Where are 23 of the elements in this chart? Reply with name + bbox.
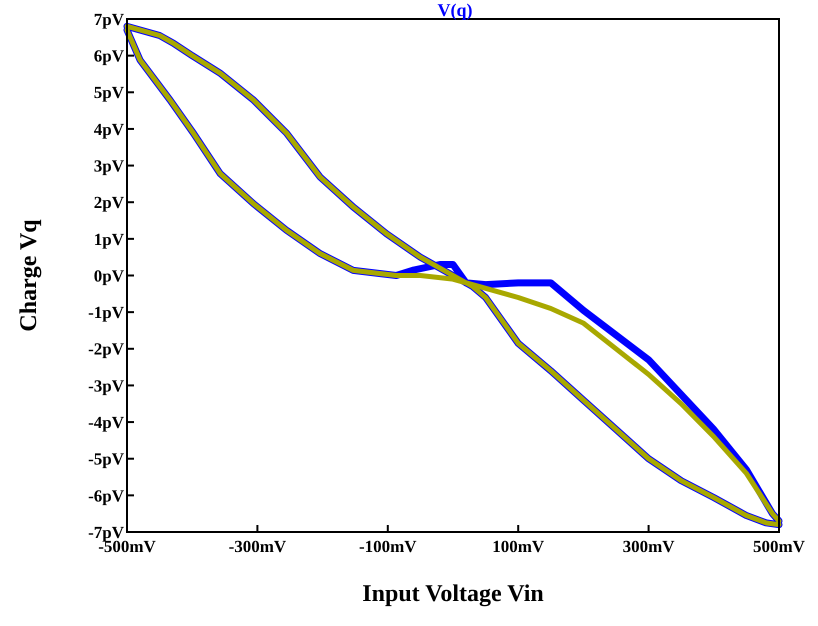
y-tick-label: -4pV: [88, 413, 125, 432]
y-tick-label: 1pV: [94, 230, 125, 249]
x-tick-label: -100mV: [358, 537, 418, 556]
chart-title: V(q): [438, 0, 473, 20]
x-tick-label: 300mV: [622, 537, 676, 556]
x-tick-label: 100mV: [492, 537, 545, 556]
x-tick-label: 500mV: [753, 537, 806, 556]
y-axis-title: Charge Vq: [16, 218, 42, 332]
y-tick-label: 0pV: [94, 266, 125, 286]
y-tick-label: -7pV: [88, 522, 125, 542]
y-tick-label: -1pV: [88, 303, 125, 322]
x-tick-label: -300mV: [228, 537, 287, 556]
y-tick-label: -5pV: [88, 450, 125, 469]
y-tick-label: -6pV: [88, 486, 125, 506]
y-tick-label: -3pV: [88, 376, 125, 396]
y-tick-label: 4pV: [94, 120, 125, 139]
y-tick-label: -2pV: [88, 340, 125, 359]
y-tick-label: 5pV: [94, 83, 125, 102]
y-tick-label: 7pV: [94, 10, 125, 29]
y-tick-label: 2pV: [94, 193, 125, 212]
y-tick-label: 6pV: [94, 46, 125, 66]
y-tick-label: 3pV: [94, 156, 125, 176]
x-axis-title: Input Voltage Vin: [362, 581, 544, 607]
